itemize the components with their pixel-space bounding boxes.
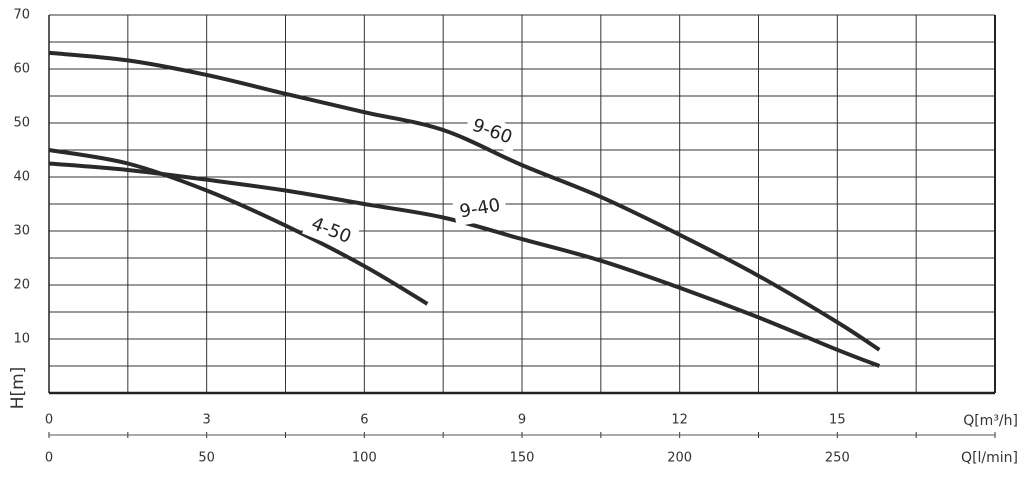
x2-tick-label: 100 xyxy=(352,451,377,466)
x-tick-label: 0 xyxy=(45,413,53,428)
x2-tick-label: 150 xyxy=(510,451,535,466)
x-tick-label: 3 xyxy=(203,413,211,428)
label-bg xyxy=(452,191,508,227)
curve-label-group: 9-60 xyxy=(463,110,521,154)
x2-axis-label: Q[l/min] xyxy=(961,450,1018,466)
curve xyxy=(48,161,881,368)
curve-label-group: 9-40 xyxy=(452,191,508,227)
curve xyxy=(48,50,881,352)
x-tick-label: 12 xyxy=(671,413,688,428)
x-tick-label: 9 xyxy=(518,413,526,428)
y-axis-label: H[m] xyxy=(8,367,28,410)
x2-tick-label: 0 xyxy=(45,451,53,466)
x-axis-label: Q[m³/h] xyxy=(963,413,1018,429)
y-tick-label: 40 xyxy=(13,170,30,185)
y-tick-label: 60 xyxy=(13,62,30,77)
y-tick-label: 70 xyxy=(13,8,30,23)
x2-tick-label: 250 xyxy=(825,451,850,466)
x2-tick-label: 200 xyxy=(667,451,692,466)
y-tick-label: 30 xyxy=(13,224,30,239)
y-tick-label: 20 xyxy=(13,278,30,293)
x-tick-label: 15 xyxy=(829,413,846,428)
label-bg xyxy=(302,209,360,253)
y-tick-label: 10 xyxy=(13,332,30,347)
curve xyxy=(48,148,429,306)
label-bg xyxy=(463,110,521,154)
x-tick-label: 6 xyxy=(360,413,368,428)
y-tick-label: 50 xyxy=(13,116,30,131)
x2-tick-label: 50 xyxy=(198,451,215,466)
